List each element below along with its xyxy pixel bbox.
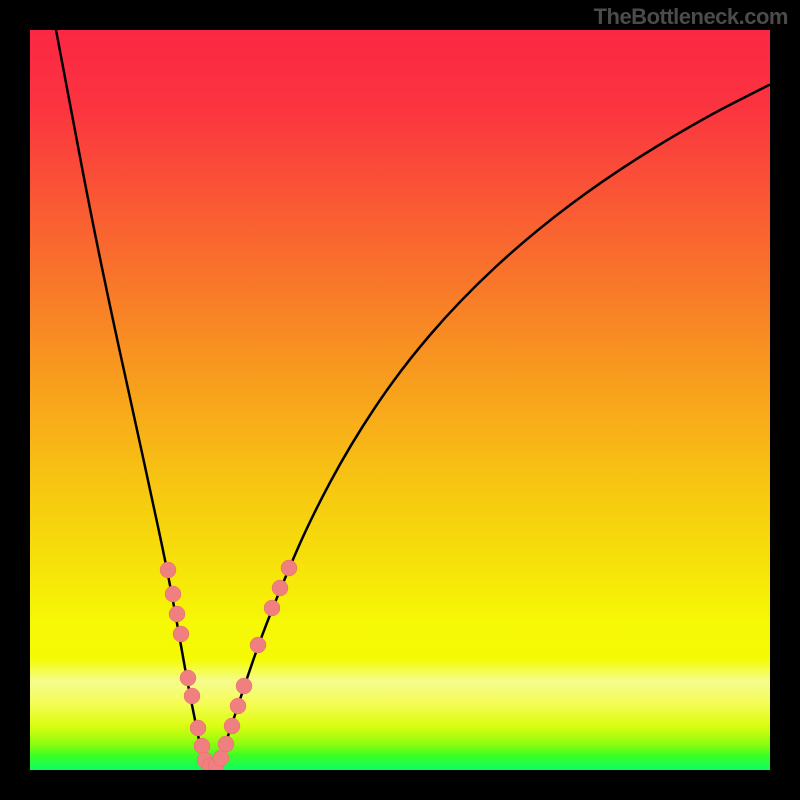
- marker-point: [213, 750, 229, 766]
- marker-point: [272, 580, 288, 596]
- marker-point: [160, 562, 176, 578]
- chart-container: TheBottleneck.com: [0, 0, 800, 800]
- marker-point: [190, 720, 206, 736]
- marker-point: [218, 736, 234, 752]
- marker-point: [250, 637, 266, 653]
- gradient-bg: [30, 30, 770, 770]
- chart-svg: [0, 0, 800, 800]
- marker-point: [184, 688, 200, 704]
- marker-point: [173, 626, 189, 642]
- marker-point: [236, 678, 252, 694]
- marker-point: [224, 718, 240, 734]
- marker-point: [230, 698, 246, 714]
- marker-point: [264, 600, 280, 616]
- marker-point: [165, 586, 181, 602]
- marker-point: [180, 670, 196, 686]
- watermark-text: TheBottleneck.com: [594, 4, 788, 30]
- marker-point: [281, 560, 297, 576]
- marker-point: [194, 738, 210, 754]
- marker-point: [169, 606, 185, 622]
